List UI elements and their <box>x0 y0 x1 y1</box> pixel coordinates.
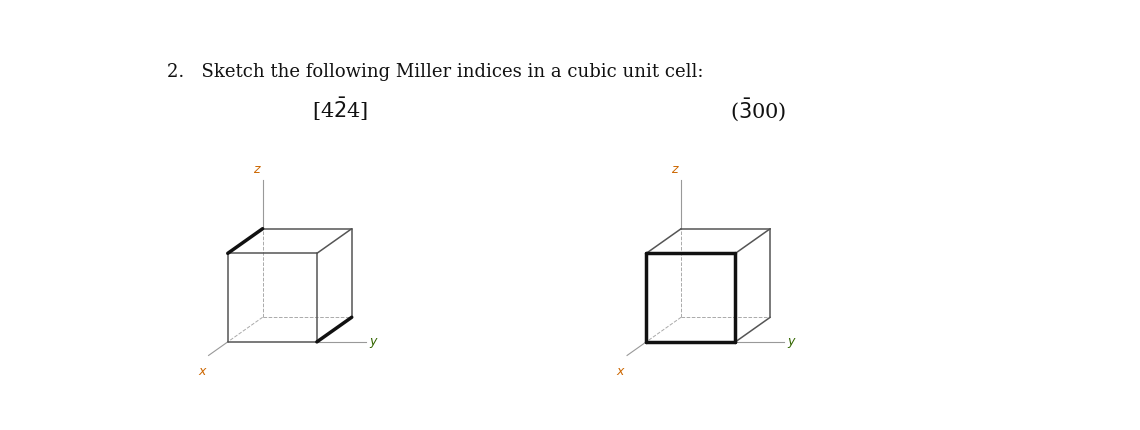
Text: x: x <box>617 366 624 378</box>
Text: ($\bar{3}$00): ($\bar{3}$00) <box>731 96 787 123</box>
Text: z: z <box>671 163 678 176</box>
Text: [4$\bar{2}$4]: [4$\bar{2}$4] <box>312 96 368 123</box>
Text: 2.   Sketch the following Miller indices in a cubic unit cell:: 2. Sketch the following Miller indices i… <box>168 63 703 81</box>
Text: y: y <box>369 335 376 348</box>
Text: y: y <box>788 335 795 348</box>
Text: z: z <box>253 163 260 176</box>
Text: x: x <box>198 366 205 378</box>
